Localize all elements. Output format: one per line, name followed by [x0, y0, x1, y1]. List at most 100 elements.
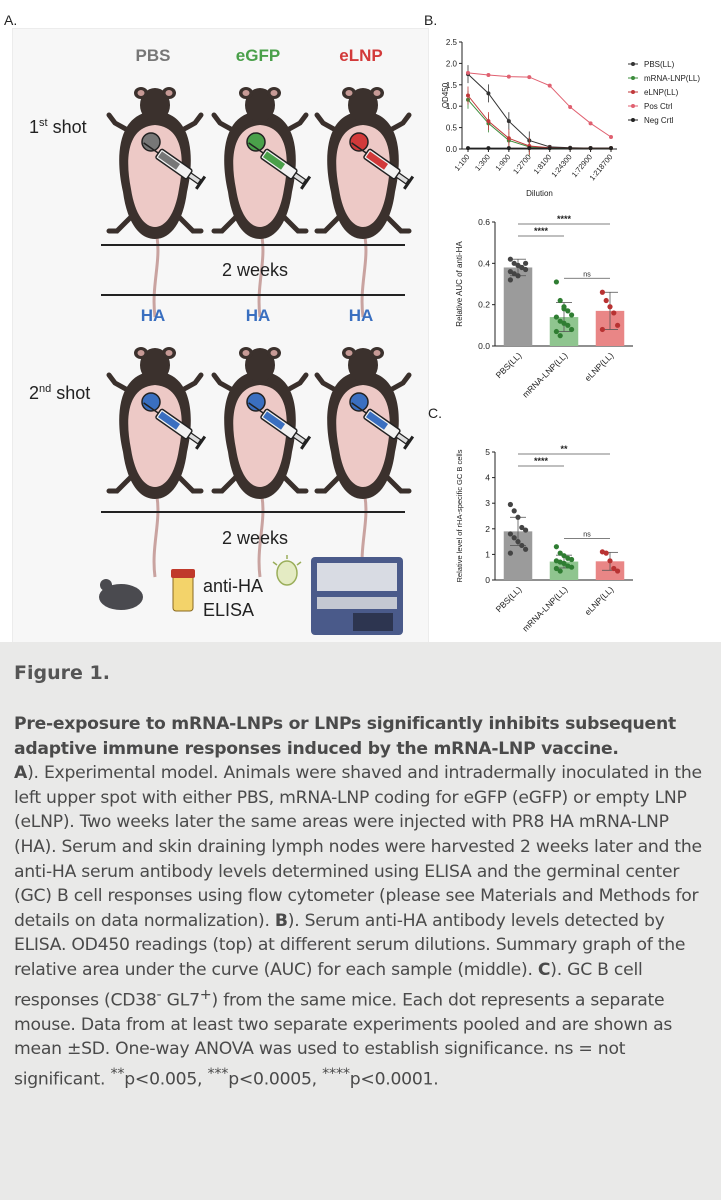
significance-label: **** [557, 214, 572, 224]
legend-marker [631, 118, 635, 122]
panel-a-label: A. [4, 12, 18, 28]
cytometer-panel [317, 563, 397, 591]
syringe-plunger [187, 172, 202, 185]
mouse-leg [384, 474, 412, 494]
mouse-ear-inner [165, 90, 173, 96]
series-point [506, 146, 511, 151]
syringe-icon [248, 142, 312, 190]
panel-c-label: C. [428, 405, 442, 421]
syringe-needle [143, 402, 159, 414]
legend-marker [631, 104, 635, 108]
data-point [515, 273, 521, 279]
y-tick-label: 0.6 [478, 217, 490, 227]
caption-sig-3: p<0.0001. [349, 1069, 439, 1090]
group-label-shot1: eGFP [236, 46, 280, 65]
series-point [466, 146, 470, 151]
mouse-tail [360, 236, 368, 318]
data-point [553, 328, 559, 335]
data-point [615, 568, 621, 574]
data-point [507, 531, 513, 537]
injection-spot [246, 132, 266, 152]
gc-b-cell-bar-chart: 0 1 2 3 4 5 Relative level of rHA-specific GC … [455, 444, 633, 633]
syringe-needle [351, 142, 367, 154]
data-point [569, 326, 575, 333]
significance-label: **** [534, 226, 549, 236]
data-point [561, 553, 567, 559]
mouse-ear-inner [373, 90, 381, 96]
caption-text-c1: ). GC B cell responses (CD38 [14, 959, 643, 1011]
data-point [603, 297, 609, 304]
mouse-shot2-2 [211, 347, 312, 578]
y-tick-label: 4 [485, 473, 490, 483]
y-tick-label: 0 [485, 575, 490, 585]
mouse-tail [152, 236, 160, 318]
figure-label: Figure 1. [14, 662, 110, 684]
syringe-fluid [158, 151, 181, 170]
y-tick-label: 2.0 [446, 59, 458, 68]
caption-sig-1: p<0.005, [124, 1069, 208, 1090]
series-point [588, 121, 593, 126]
syringe-needle [351, 402, 367, 414]
data-point [557, 550, 563, 556]
mouse-ear-inner [242, 90, 250, 96]
mouse-ear-inner [270, 90, 278, 96]
caption-text-c3: ) from the same mice. Each dot represent… [14, 990, 673, 1090]
group-label-shot2: HA [349, 306, 374, 325]
shaved-skin [128, 385, 182, 487]
y-tick-label: 0.0 [446, 145, 458, 154]
mouse-shot1-1 [106, 87, 207, 318]
data-point [561, 306, 567, 312]
series-point [588, 146, 593, 151]
data-point [507, 269, 513, 275]
caption-text-a: ). Experimental model. Animals were shav… [14, 763, 702, 931]
caption-marker-a: A [14, 763, 28, 784]
syringe-plunger-cap [300, 175, 312, 190]
data-point [557, 568, 563, 574]
caption-text-c2: GL7 [161, 990, 200, 1011]
syringe-fluid [366, 411, 389, 430]
legend-marker [631, 90, 635, 94]
mouse-head [245, 88, 275, 122]
x-tick-label: 1:2700 [511, 153, 533, 176]
data-point [515, 539, 521, 545]
mouse-leg [211, 474, 239, 494]
mouse-shot2-1 [106, 347, 207, 578]
x-tick-label: eLNP(LL) [583, 584, 616, 617]
syringe-icon [351, 402, 415, 450]
y-tick-label: 0.2 [478, 300, 490, 310]
y-axis-label: OD450 [441, 82, 450, 108]
data-point [607, 558, 613, 564]
data-point [553, 314, 559, 320]
series-point [568, 146, 573, 151]
cell-icon [272, 555, 302, 586]
shaved-skin [233, 385, 287, 487]
syringe-plunger-cap [195, 435, 207, 450]
data-point [519, 542, 525, 549]
y-tick-label: 0.0 [478, 341, 490, 351]
data-point [511, 508, 517, 514]
syringe-fluid [158, 411, 181, 430]
legend-label: Neg Crtl [644, 116, 674, 125]
data-point [553, 279, 559, 285]
x-tick-label: mRNA-LNP(LL) [520, 584, 569, 633]
caption-marker-c: C [537, 959, 551, 980]
data-point [557, 297, 563, 304]
syringe-fluid [263, 411, 286, 430]
injection-spot [349, 132, 369, 152]
x-tick-label: PBS(LL) [494, 350, 524, 380]
data-point [523, 260, 529, 266]
data-point [561, 320, 567, 326]
caption-sig-sup-3: **** [322, 1066, 350, 1083]
caption-text-b: ). Serum anti-HA antibody levels detecte… [14, 910, 686, 980]
data-point [565, 308, 571, 314]
experimental-model-illustration: PBS eGFP eLNP HA HA HA 1st shot 2nd shot 2 weeks… [29, 46, 415, 635]
mouse-leg [384, 214, 412, 234]
injection-spot [246, 392, 266, 412]
series-point [486, 146, 491, 151]
mouse-head [140, 88, 170, 122]
mouse-ear-inner [137, 350, 145, 356]
caption-title: Pre-exposure to mRNA-LNPs or LNPs signif… [14, 714, 676, 759]
syringe-plunger-cap [300, 435, 312, 450]
mouse-ear-inner [165, 350, 173, 356]
data-point [523, 266, 529, 273]
